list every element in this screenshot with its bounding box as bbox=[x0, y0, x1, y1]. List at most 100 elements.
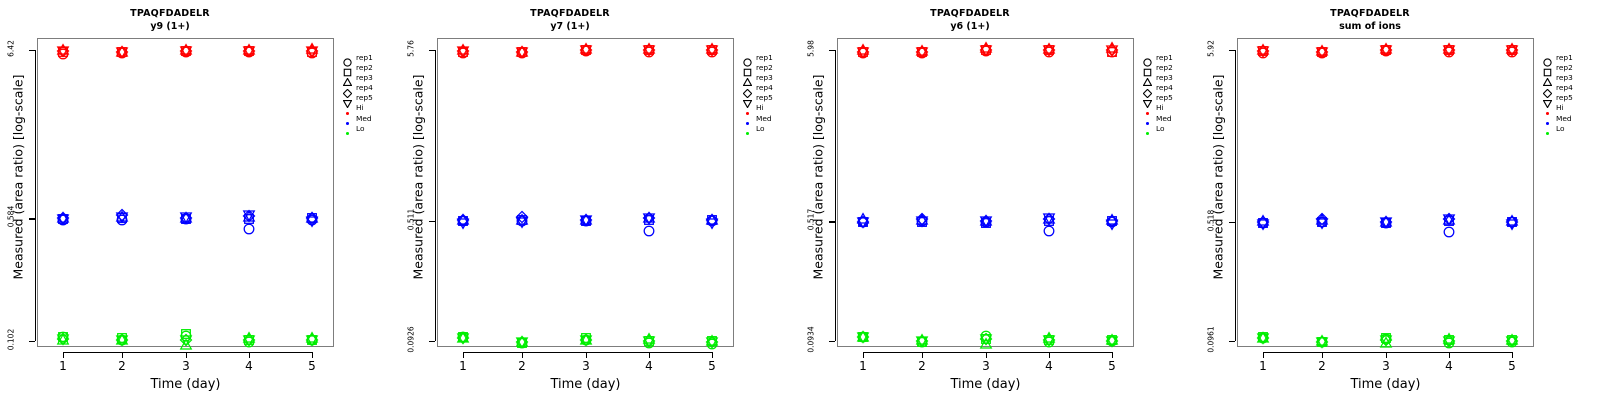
panel-subtitle: sum of ions bbox=[1339, 21, 1401, 32]
legend-item-rep4[interactable]: rep4 bbox=[742, 83, 800, 98]
legend: rep1 rep2 rep3 rep4 rep5 Hi Med Lo bbox=[1542, 52, 1600, 136]
y-axis-tick bbox=[29, 218, 35, 220]
legend-item-med[interactable]: Med bbox=[1142, 113, 1200, 126]
legend-item-rep3[interactable]: rep3 bbox=[742, 72, 800, 87]
legend-item-rep2[interactable]: rep2 bbox=[1542, 62, 1600, 77]
legend-item-label: rep2 bbox=[356, 62, 373, 72]
legend-item-rep5[interactable]: rep5 bbox=[1542, 93, 1600, 109]
chart-panel-2: TPAQFDADELR y7 (1+) 5.76 0.511 0.0926 Measure… bbox=[400, 0, 800, 400]
legend-item-label: rep5 bbox=[756, 93, 773, 103]
dot-filled-icon bbox=[1543, 103, 1554, 115]
x-axis-tick bbox=[1322, 352, 1324, 358]
legend-item-rep2[interactable]: rep2 bbox=[1142, 62, 1200, 77]
legend-item-lo[interactable]: Lo bbox=[1542, 123, 1600, 136]
legend-item-rep1[interactable]: rep1 bbox=[1142, 52, 1200, 67]
y-axis-tick bbox=[829, 221, 835, 223]
dot-filled-icon bbox=[1543, 123, 1554, 136]
x-axis-tick bbox=[122, 352, 124, 358]
legend-item-hi[interactable]: Hi bbox=[342, 103, 400, 115]
legend-item-label: rep5 bbox=[1556, 93, 1573, 103]
legend-item-lo[interactable]: Lo bbox=[1142, 123, 1200, 136]
legend-item-hi[interactable]: Hi bbox=[1542, 103, 1600, 115]
x-axis-tick bbox=[249, 352, 251, 358]
x-axis-tick bbox=[986, 352, 988, 358]
x-axis-tick-label: 5 bbox=[1508, 359, 1516, 373]
triangle-down-open-icon bbox=[742, 93, 754, 109]
x-axis-tick bbox=[922, 352, 924, 358]
legend-item-rep5[interactable]: rep5 bbox=[342, 93, 400, 109]
legend-item-rep2[interactable]: rep2 bbox=[742, 62, 800, 77]
legend-item-med[interactable]: Med bbox=[742, 113, 800, 126]
y-axis-line bbox=[35, 50, 37, 341]
legend-item-rep4[interactable]: rep4 bbox=[1542, 83, 1600, 98]
y-axis-line bbox=[435, 50, 437, 341]
legend-item-label: rep3 bbox=[356, 72, 373, 82]
legend: rep1 rep2 rep3 rep4 rep5 Hi Med Lo bbox=[1142, 52, 1200, 136]
x-axis-tick bbox=[1112, 352, 1114, 358]
square-open-icon bbox=[743, 62, 754, 77]
legend: rep1 rep2 rep3 rep4 rep5 Hi Med Lo bbox=[342, 52, 400, 136]
legend-item-label: rep1 bbox=[1556, 52, 1573, 62]
triangle-down-open-icon bbox=[1142, 93, 1154, 109]
x-axis-tick-label: 5 bbox=[308, 359, 316, 373]
legend-item-rep3[interactable]: rep3 bbox=[342, 72, 400, 87]
x-axis-line bbox=[63, 352, 312, 354]
x-axis-title: Time (day) bbox=[1350, 377, 1421, 392]
x-axis-tick bbox=[312, 352, 314, 358]
legend-item-label: rep1 bbox=[756, 52, 773, 62]
legend-item-label: Hi bbox=[1556, 103, 1564, 113]
x-axis-tick bbox=[63, 352, 65, 358]
legend-item-med[interactable]: Med bbox=[1542, 113, 1600, 126]
legend-item-rep4[interactable]: rep4 bbox=[342, 83, 400, 98]
legend-item-label: rep4 bbox=[1556, 83, 1573, 93]
x-axis-title: Time (day) bbox=[550, 377, 621, 392]
circle-open-icon bbox=[743, 52, 754, 67]
x-axis-tick bbox=[863, 352, 865, 358]
legend-item-rep3[interactable]: rep3 bbox=[1142, 72, 1200, 87]
legend-item-rep1[interactable]: rep1 bbox=[742, 52, 800, 67]
legend-item-rep5[interactable]: rep5 bbox=[1142, 93, 1200, 109]
legend-item-label: Hi bbox=[356, 103, 364, 113]
triangle-up-open-icon bbox=[342, 72, 354, 87]
x-axis-tick bbox=[1512, 352, 1514, 358]
triangle-down-open-icon bbox=[1542, 93, 1554, 109]
y-axis-line bbox=[1235, 50, 1237, 341]
x-axis-tick-label: 5 bbox=[708, 359, 716, 373]
legend-item-label: rep5 bbox=[1156, 93, 1173, 103]
legend-item-rep4[interactable]: rep4 bbox=[1142, 83, 1200, 98]
y-axis-tick bbox=[429, 220, 435, 223]
legend-item-rep5[interactable]: rep5 bbox=[742, 93, 800, 109]
y-axis-tick bbox=[829, 50, 835, 52]
legend-item-rep2[interactable]: rep2 bbox=[342, 62, 400, 77]
legend-item-rep1[interactable]: rep1 bbox=[342, 52, 400, 67]
plot-frame bbox=[1237, 38, 1534, 347]
square-open-icon bbox=[1543, 62, 1554, 77]
triangle-up-open-icon bbox=[742, 72, 754, 87]
x-axis-tick-label: 3 bbox=[1382, 359, 1390, 373]
x-axis-tick-label: 2 bbox=[118, 359, 126, 373]
chart-panel-1: TPAQFDADELR y9 (1+) 6.42 0.584 0.102 Measured… bbox=[0, 0, 400, 400]
legend-item-rep3[interactable]: rep3 bbox=[1542, 72, 1600, 87]
circle-open-icon bbox=[343, 52, 354, 67]
panel-title: TPAQFDADELR bbox=[1330, 8, 1410, 19]
x-axis-tick bbox=[1386, 352, 1388, 358]
legend-item-hi[interactable]: Hi bbox=[1142, 103, 1200, 115]
dot-filled-icon bbox=[343, 123, 354, 136]
square-open-icon bbox=[343, 62, 354, 77]
legend-item-label: rep5 bbox=[356, 93, 373, 103]
legend-item-lo[interactable]: Lo bbox=[742, 123, 800, 136]
legend-item-med[interactable]: Med bbox=[342, 113, 400, 126]
legend-item-hi[interactable]: Hi bbox=[742, 103, 800, 115]
data-points-layer bbox=[1200, 0, 1600, 400]
x-axis-tick-label: 4 bbox=[645, 359, 653, 373]
legend-item-rep1[interactable]: rep1 bbox=[1542, 52, 1600, 67]
legend-item-lo[interactable]: Lo bbox=[342, 123, 400, 136]
x-axis-tick-label: 4 bbox=[1445, 359, 1453, 373]
legend-item-label: Lo bbox=[1556, 123, 1565, 133]
y-axis-tick bbox=[429, 50, 435, 52]
legend-item-label: Med bbox=[756, 113, 772, 123]
legend-item-label: rep2 bbox=[756, 62, 773, 72]
legend-item-label: rep3 bbox=[756, 72, 773, 82]
legend-item-label: rep2 bbox=[1156, 62, 1173, 72]
